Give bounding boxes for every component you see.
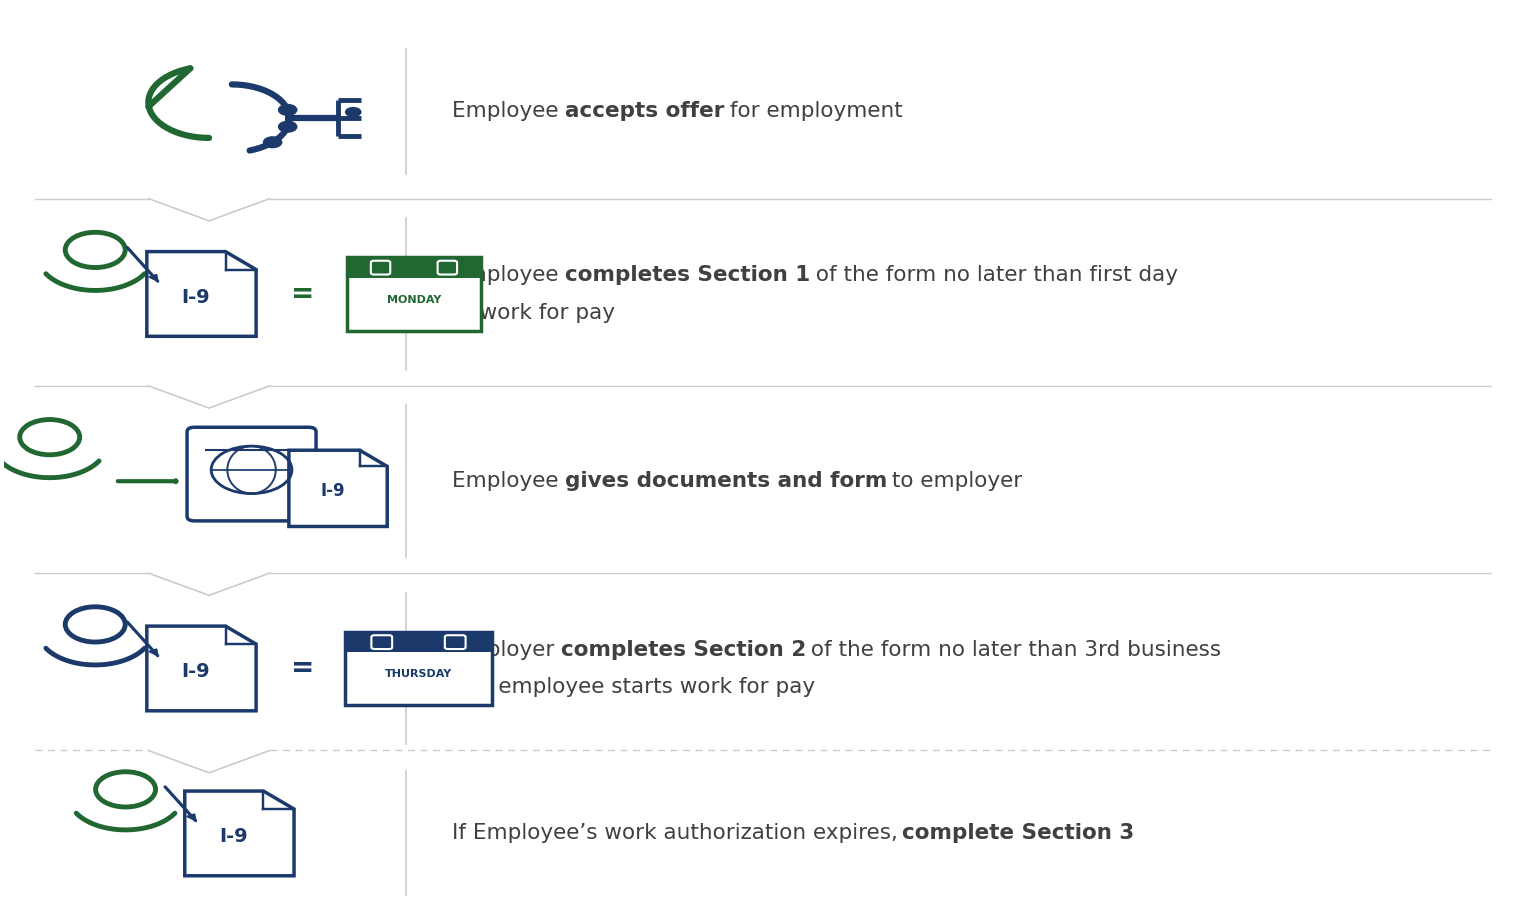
Text: If Employee’s work authorization expires,: If Employee’s work authorization expires… — [452, 824, 905, 843]
Text: THURSDAY: THURSDAY — [385, 670, 452, 680]
Text: I-9: I-9 — [182, 288, 211, 307]
Text: I-9: I-9 — [320, 482, 345, 500]
FancyBboxPatch shape — [371, 261, 391, 274]
Circle shape — [346, 108, 360, 116]
Text: completes Section 1: completes Section 1 — [565, 266, 810, 285]
FancyBboxPatch shape — [446, 635, 465, 649]
PathPatch shape — [146, 626, 256, 711]
Polygon shape — [150, 274, 157, 282]
Text: I-9: I-9 — [220, 827, 249, 846]
Text: I-9: I-9 — [182, 662, 211, 681]
Text: to employer: to employer — [885, 472, 1022, 491]
FancyBboxPatch shape — [188, 428, 316, 521]
Polygon shape — [150, 649, 157, 656]
Text: Employee: Employee — [452, 266, 565, 285]
PathPatch shape — [146, 252, 256, 337]
Text: complete Section 3: complete Section 3 — [902, 824, 1134, 843]
Text: of the form no later than first day: of the form no later than first day — [809, 266, 1178, 285]
Text: accepts offer: accepts offer — [565, 101, 723, 122]
FancyBboxPatch shape — [346, 257, 481, 330]
Circle shape — [264, 137, 282, 148]
Text: MONDAY: MONDAY — [386, 295, 441, 305]
Circle shape — [279, 122, 296, 132]
Text: day employee starts work for pay: day employee starts work for pay — [452, 677, 815, 698]
Text: of work for pay: of work for pay — [452, 302, 615, 322]
Polygon shape — [186, 814, 195, 821]
Text: Employee: Employee — [452, 101, 565, 122]
Text: for employment: for employment — [723, 101, 903, 122]
PathPatch shape — [185, 791, 295, 876]
FancyBboxPatch shape — [346, 257, 481, 278]
FancyBboxPatch shape — [345, 632, 491, 652]
Text: =: = — [291, 280, 314, 308]
Text: Employer: Employer — [452, 640, 562, 660]
FancyBboxPatch shape — [371, 635, 392, 649]
Text: Employee: Employee — [452, 472, 565, 491]
FancyBboxPatch shape — [438, 261, 458, 274]
Text: completes Section 2: completes Section 2 — [560, 640, 806, 660]
Text: =: = — [291, 654, 314, 682]
Circle shape — [279, 104, 296, 115]
FancyBboxPatch shape — [345, 632, 491, 705]
PathPatch shape — [288, 450, 388, 526]
Text: gives documents and form: gives documents and form — [565, 472, 887, 491]
Text: of the form no later than 3rd business: of the form no later than 3rd business — [804, 640, 1222, 660]
